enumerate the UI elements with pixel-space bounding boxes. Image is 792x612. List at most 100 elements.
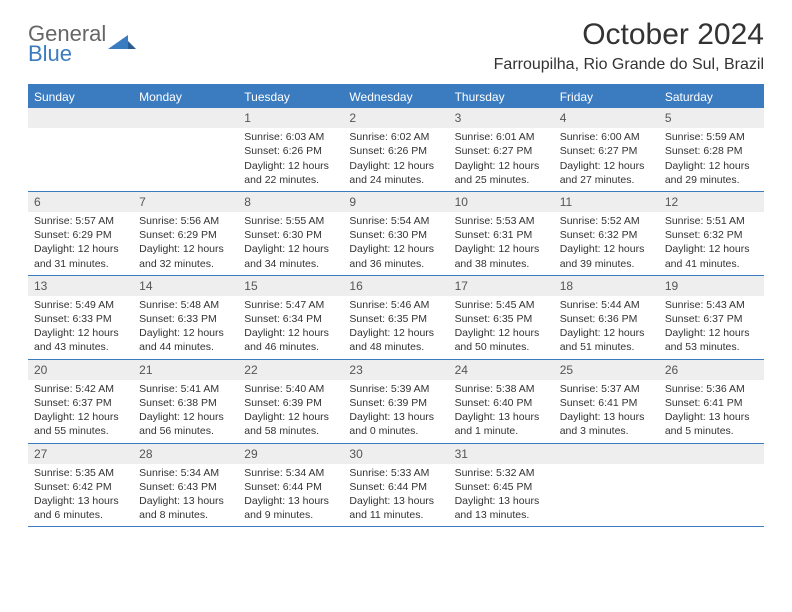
- day-body: Sunrise: 5:39 AMSunset: 6:39 PMDaylight:…: [343, 380, 448, 443]
- day-number: 30: [343, 444, 448, 464]
- day-cell: [659, 444, 764, 527]
- weekday-header: Friday: [554, 86, 659, 108]
- sunrise-text: Sunrise: 5:40 AM: [244, 382, 337, 396]
- week-row: 6Sunrise: 5:57 AMSunset: 6:29 PMDaylight…: [28, 192, 764, 276]
- day-number: 8: [238, 192, 343, 212]
- daylight-text: Daylight: 12 hours and 24 minutes.: [349, 159, 442, 187]
- brand-text: General Blue: [28, 24, 106, 64]
- day-body: Sunrise: 5:51 AMSunset: 6:32 PMDaylight:…: [659, 212, 764, 275]
- weeks-container: 1Sunrise: 6:03 AMSunset: 6:26 PMDaylight…: [28, 108, 764, 527]
- day-body: Sunrise: 5:53 AMSunset: 6:31 PMDaylight:…: [449, 212, 554, 275]
- day-body: Sunrise: 5:34 AMSunset: 6:44 PMDaylight:…: [238, 464, 343, 527]
- sunrise-text: Sunrise: 5:43 AM: [665, 298, 758, 312]
- sunrise-text: Sunrise: 6:02 AM: [349, 130, 442, 144]
- weekday-header: Monday: [133, 86, 238, 108]
- daylight-text: Daylight: 13 hours and 6 minutes.: [34, 494, 127, 522]
- sunset-text: Sunset: 6:26 PM: [349, 144, 442, 158]
- sunset-text: Sunset: 6:32 PM: [560, 228, 653, 242]
- daylight-text: Daylight: 13 hours and 13 minutes.: [455, 494, 548, 522]
- sunset-text: Sunset: 6:33 PM: [139, 312, 232, 326]
- day-cell: 9Sunrise: 5:54 AMSunset: 6:30 PMDaylight…: [343, 192, 448, 275]
- daylight-text: Daylight: 13 hours and 5 minutes.: [665, 410, 758, 438]
- sunrise-text: Sunrise: 5:51 AM: [665, 214, 758, 228]
- sunset-text: Sunset: 6:42 PM: [34, 480, 127, 494]
- day-cell: 3Sunrise: 6:01 AMSunset: 6:27 PMDaylight…: [449, 108, 554, 191]
- sunrise-text: Sunrise: 5:34 AM: [244, 466, 337, 480]
- sunset-text: Sunset: 6:27 PM: [560, 144, 653, 158]
- sunset-text: Sunset: 6:30 PM: [244, 228, 337, 242]
- week-row: 1Sunrise: 6:03 AMSunset: 6:26 PMDaylight…: [28, 108, 764, 192]
- day-number: 26: [659, 360, 764, 380]
- day-cell: 8Sunrise: 5:55 AMSunset: 6:30 PMDaylight…: [238, 192, 343, 275]
- daylight-text: Daylight: 13 hours and 8 minutes.: [139, 494, 232, 522]
- sunrise-text: Sunrise: 5:48 AM: [139, 298, 232, 312]
- day-body: Sunrise: 5:36 AMSunset: 6:41 PMDaylight:…: [659, 380, 764, 443]
- location-label: Farroupilha, Rio Grande do Sul, Brazil: [494, 56, 764, 74]
- day-number: 1: [238, 108, 343, 128]
- sunset-text: Sunset: 6:44 PM: [244, 480, 337, 494]
- weekday-header: Thursday: [449, 86, 554, 108]
- daylight-text: Daylight: 12 hours and 56 minutes.: [139, 410, 232, 438]
- sunrise-text: Sunrise: 5:42 AM: [34, 382, 127, 396]
- day-number: 2: [343, 108, 448, 128]
- sunrise-text: Sunrise: 5:46 AM: [349, 298, 442, 312]
- daylight-text: Daylight: 12 hours and 25 minutes.: [455, 159, 548, 187]
- day-cell: 19Sunrise: 5:43 AMSunset: 6:37 PMDayligh…: [659, 276, 764, 359]
- daylight-text: Daylight: 12 hours and 58 minutes.: [244, 410, 337, 438]
- sunset-text: Sunset: 6:31 PM: [455, 228, 548, 242]
- day-number: 6: [28, 192, 133, 212]
- day-number: 3: [449, 108, 554, 128]
- sunrise-text: Sunrise: 5:54 AM: [349, 214, 442, 228]
- day-number: 28: [133, 444, 238, 464]
- day-body: Sunrise: 5:48 AMSunset: 6:33 PMDaylight:…: [133, 296, 238, 359]
- sunrise-text: Sunrise: 5:47 AM: [244, 298, 337, 312]
- sunrise-text: Sunrise: 5:37 AM: [560, 382, 653, 396]
- weekday-header-row: SundayMondayTuesdayWednesdayThursdayFrid…: [28, 86, 764, 108]
- sunrise-text: Sunrise: 5:56 AM: [139, 214, 232, 228]
- sunrise-text: Sunrise: 5:41 AM: [139, 382, 232, 396]
- day-number: 7: [133, 192, 238, 212]
- sunset-text: Sunset: 6:30 PM: [349, 228, 442, 242]
- daylight-text: Daylight: 12 hours and 34 minutes.: [244, 242, 337, 270]
- sunrise-text: Sunrise: 5:49 AM: [34, 298, 127, 312]
- brand-line2: Blue: [28, 44, 106, 64]
- day-cell: 18Sunrise: 5:44 AMSunset: 6:36 PMDayligh…: [554, 276, 659, 359]
- daylight-text: Daylight: 12 hours and 48 minutes.: [349, 326, 442, 354]
- sunset-text: Sunset: 6:41 PM: [665, 396, 758, 410]
- sunset-text: Sunset: 6:37 PM: [34, 396, 127, 410]
- sunset-text: Sunset: 6:28 PM: [665, 144, 758, 158]
- day-cell: 14Sunrise: 5:48 AMSunset: 6:33 PMDayligh…: [133, 276, 238, 359]
- day-body: Sunrise: 5:38 AMSunset: 6:40 PMDaylight:…: [449, 380, 554, 443]
- day-number: 31: [449, 444, 554, 464]
- day-body: Sunrise: 6:02 AMSunset: 6:26 PMDaylight:…: [343, 128, 448, 191]
- sunset-text: Sunset: 6:33 PM: [34, 312, 127, 326]
- day-number: 20: [28, 360, 133, 380]
- day-body: Sunrise: 5:47 AMSunset: 6:34 PMDaylight:…: [238, 296, 343, 359]
- day-cell: 23Sunrise: 5:39 AMSunset: 6:39 PMDayligh…: [343, 360, 448, 443]
- day-body: Sunrise: 6:03 AMSunset: 6:26 PMDaylight:…: [238, 128, 343, 191]
- day-cell: 31Sunrise: 5:32 AMSunset: 6:45 PMDayligh…: [449, 444, 554, 527]
- sunrise-text: Sunrise: 5:44 AM: [560, 298, 653, 312]
- day-cell: 1Sunrise: 6:03 AMSunset: 6:26 PMDaylight…: [238, 108, 343, 191]
- day-number: 18: [554, 276, 659, 296]
- day-body: Sunrise: 5:49 AMSunset: 6:33 PMDaylight:…: [28, 296, 133, 359]
- daylight-text: Daylight: 12 hours and 27 minutes.: [560, 159, 653, 187]
- daylight-text: Daylight: 12 hours and 44 minutes.: [139, 326, 232, 354]
- day-number: 23: [343, 360, 448, 380]
- sunset-text: Sunset: 6:39 PM: [349, 396, 442, 410]
- daylight-text: Daylight: 13 hours and 11 minutes.: [349, 494, 442, 522]
- day-number: 4: [554, 108, 659, 128]
- day-cell: 12Sunrise: 5:51 AMSunset: 6:32 PMDayligh…: [659, 192, 764, 275]
- day-cell: 10Sunrise: 5:53 AMSunset: 6:31 PMDayligh…: [449, 192, 554, 275]
- day-number: 24: [449, 360, 554, 380]
- day-body: Sunrise: 5:45 AMSunset: 6:35 PMDaylight:…: [449, 296, 554, 359]
- daylight-text: Daylight: 12 hours and 38 minutes.: [455, 242, 548, 270]
- sunset-text: Sunset: 6:41 PM: [560, 396, 653, 410]
- daylight-text: Daylight: 12 hours and 36 minutes.: [349, 242, 442, 270]
- day-number: 5: [659, 108, 764, 128]
- sunrise-text: Sunrise: 5:34 AM: [139, 466, 232, 480]
- day-body: Sunrise: 5:54 AMSunset: 6:30 PMDaylight:…: [343, 212, 448, 275]
- day-number: 19: [659, 276, 764, 296]
- sunrise-text: Sunrise: 5:32 AM: [455, 466, 548, 480]
- sunrise-text: Sunrise: 5:33 AM: [349, 466, 442, 480]
